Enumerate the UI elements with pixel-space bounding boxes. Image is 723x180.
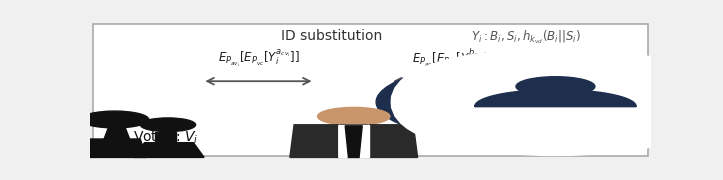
Polygon shape (354, 125, 369, 158)
Polygon shape (345, 126, 362, 158)
Circle shape (408, 66, 703, 138)
Circle shape (317, 107, 390, 125)
Polygon shape (341, 121, 367, 125)
Polygon shape (339, 125, 369, 158)
Polygon shape (104, 128, 129, 139)
Circle shape (81, 111, 149, 128)
Circle shape (140, 118, 196, 132)
FancyBboxPatch shape (93, 24, 648, 156)
Text: Counter : $C$: Counter : $C$ (515, 132, 596, 146)
Text: Voter : $V_i$: Voter : $V_i$ (133, 130, 199, 146)
Circle shape (516, 77, 595, 96)
Polygon shape (290, 125, 418, 158)
Polygon shape (70, 139, 147, 158)
Text: $Y_i: B_i, S_i, h_{k_{vd}}(B_i||S_i)$: $Y_i: B_i, S_i, h_{k_{vd}}(B_i||S_i)$ (471, 28, 581, 46)
Text: $E_{P_{av_i}}[E_{P_{vc}}[Y_i^{a_{cv_i}}]]$: $E_{P_{av_i}}[E_{P_{vc}}[Y_i^{a_{cv_i}}]… (218, 48, 299, 69)
Polygon shape (339, 125, 354, 158)
Text: ID substitution: ID substitution (281, 28, 382, 42)
Polygon shape (475, 90, 636, 106)
Text: Administrator : $A$: Administrator : $A$ (294, 131, 413, 146)
Polygon shape (155, 132, 176, 143)
Polygon shape (134, 143, 204, 158)
Circle shape (376, 58, 723, 146)
Text: $E_{P_{ac}}[E_{P_{vc}}[Y_i^{b_{cv_i}}]]$: $E_{P_{ac}}[E_{P_{vc}}[Y_i^{b_{cv_i}}]]$ (411, 47, 492, 69)
